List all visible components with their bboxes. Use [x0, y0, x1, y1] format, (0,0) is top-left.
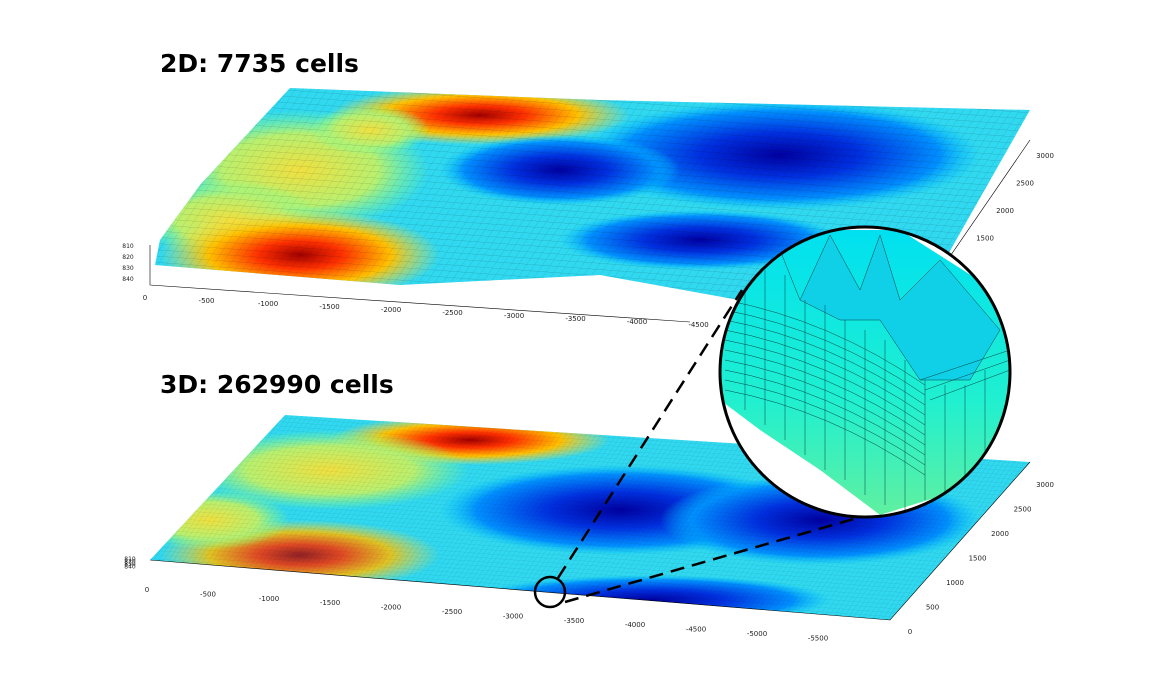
x-tick-label: -2000	[381, 306, 401, 314]
x-tick-label: -2500	[442, 309, 462, 317]
x-tick-label: -3500	[564, 617, 584, 625]
x-tick-label: -5500	[808, 634, 828, 642]
x-tick-label: -5000	[747, 630, 767, 638]
z-tick-label: 830	[122, 265, 134, 272]
x-tick-label: -2500	[442, 608, 462, 616]
zoom-circle	[718, 225, 1012, 519]
x-tick-label: -4500	[688, 321, 708, 329]
axis-2d	[149, 245, 691, 323]
y-tick-label: 1500	[976, 235, 994, 243]
x-tick-label: -3500	[565, 315, 585, 323]
y-tick-label: 2500	[1014, 506, 1032, 514]
x-tick-label: -4000	[627, 318, 647, 326]
x-tick-label: 0	[145, 586, 149, 594]
axis-3d	[149, 461, 1031, 621]
zoom-line	[556, 289, 744, 579]
zoom-detail	[720, 227, 1010, 517]
y-tick-label: 3000	[1036, 152, 1054, 160]
x-tick-label: -1000	[258, 300, 278, 308]
panel-title: 3D: 262990 cells	[160, 370, 394, 399]
y-tick-label: 0	[908, 628, 912, 636]
x-tick-label: -3000	[503, 612, 523, 620]
x-tick-label: -500	[200, 590, 216, 598]
y-tick-label: 2000	[991, 530, 1009, 538]
z-tick-label: 840	[122, 276, 134, 283]
zoom-line	[564, 510, 879, 604]
y-tick-label: 1000	[946, 579, 964, 587]
z-tick-label: 810	[122, 243, 134, 250]
y-tick-label: 500	[926, 604, 939, 612]
zoom-marker	[533, 575, 567, 609]
x-tick-label: -1500	[320, 599, 340, 607]
y-tick-label: 2000	[996, 207, 1014, 215]
y-tick-label: 1500	[969, 555, 987, 563]
x-tick-label: -1000	[259, 595, 279, 603]
x-tick-label: -3000	[504, 312, 524, 320]
panel-title: 2D: 7735 cells	[160, 49, 359, 78]
z-tick-label: 820	[122, 254, 134, 261]
y-tick-label: 2500	[1016, 180, 1034, 188]
x-tick-label: -4500	[686, 626, 706, 634]
y-tick-label: 3000	[1036, 481, 1054, 489]
z-tick-label: 820	[124, 559, 136, 566]
z-tick-label: 830	[124, 561, 136, 568]
x-tick-label: -2000	[381, 604, 401, 612]
tick-labels: 0 -500 -1000 -1500 -2000 -2500 -3000 -3500 -4000…	[122, 152, 1054, 642]
x-tick-label: -1500	[319, 303, 339, 311]
x-tick-label: 0	[143, 294, 147, 302]
x-tick-label: -4000	[625, 621, 645, 629]
z-tick-label: 840	[124, 564, 136, 571]
x-tick-label: -500	[199, 297, 215, 305]
z-tick-label: 810	[124, 556, 136, 563]
